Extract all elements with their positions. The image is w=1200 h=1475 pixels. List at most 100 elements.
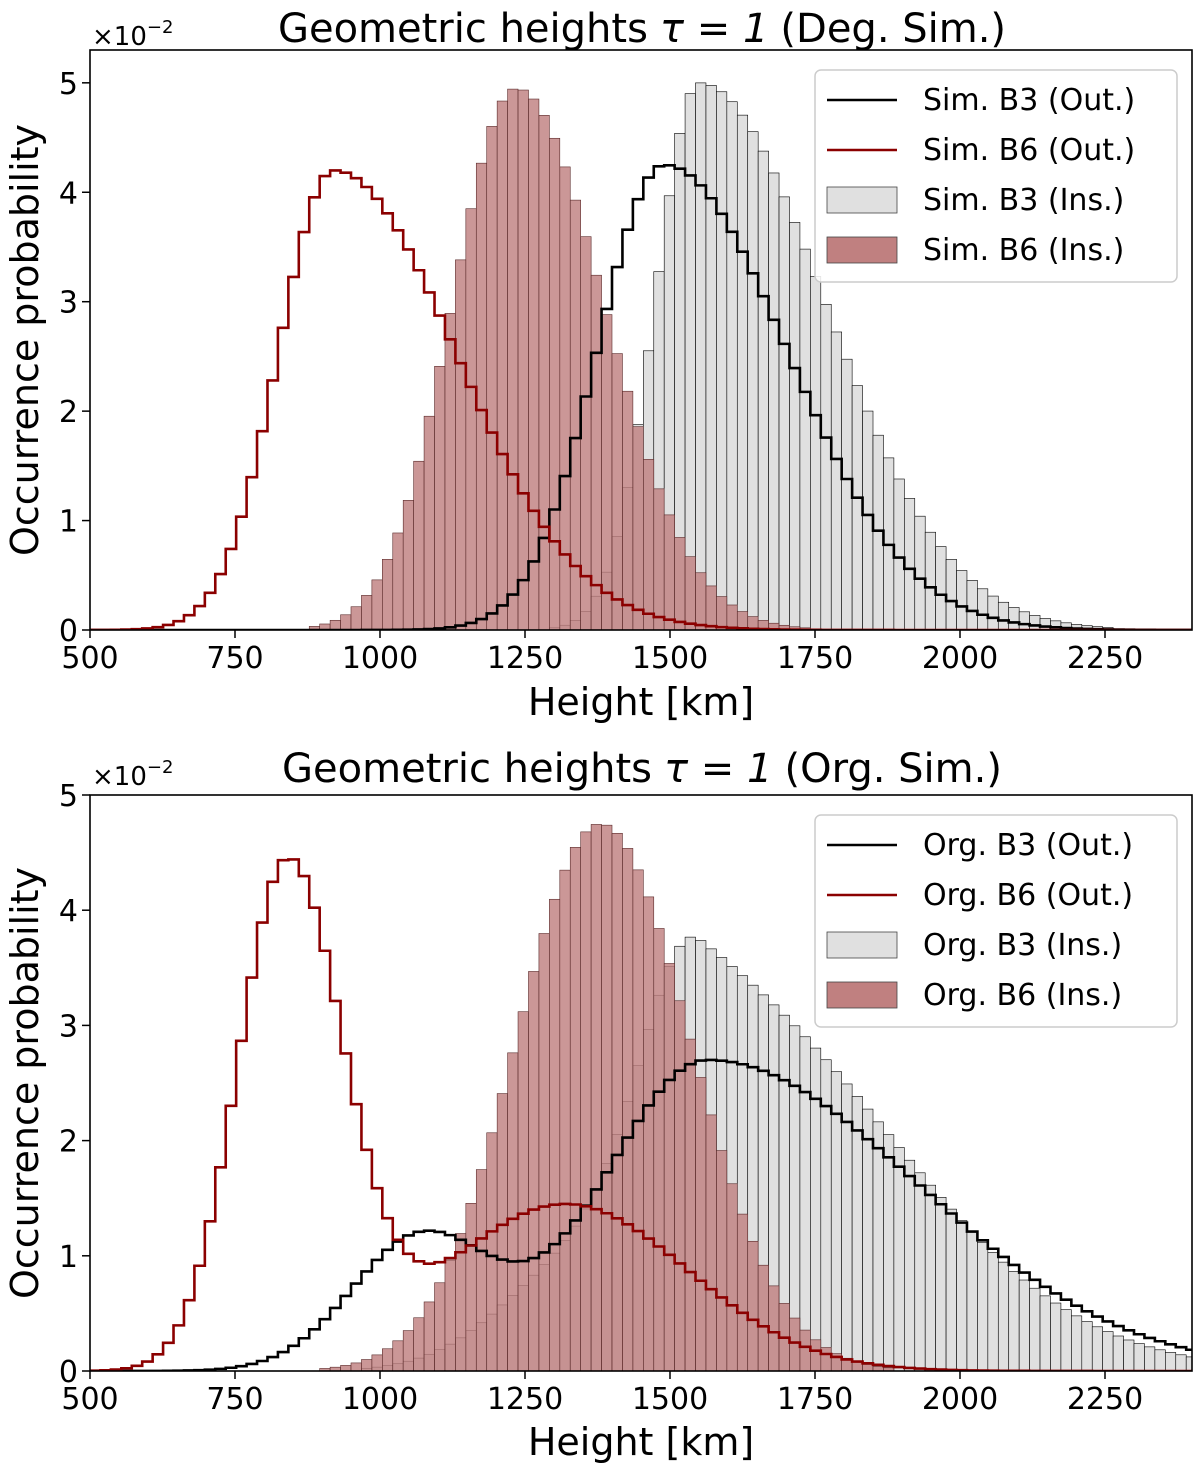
legend-box bbox=[814, 69, 1178, 283]
bar-b3-ins bbox=[1008, 607, 1020, 630]
x-tick-label: 1750 bbox=[777, 641, 853, 676]
bar-b6-ins bbox=[392, 532, 404, 630]
bar-b6-ins bbox=[663, 963, 675, 1371]
bar-b3-ins bbox=[810, 1047, 822, 1371]
bar-b3-ins bbox=[956, 570, 968, 630]
bar-b6-ins bbox=[517, 89, 529, 630]
y-tick-label: 3 bbox=[59, 286, 78, 321]
bar-b3-ins bbox=[830, 1071, 842, 1371]
x-tick-label: 1250 bbox=[487, 641, 563, 676]
scale-base: ×10 bbox=[92, 762, 147, 792]
bar-b3-ins bbox=[935, 546, 947, 630]
bar-b3-ins bbox=[883, 1134, 895, 1371]
bar-b6-ins bbox=[653, 488, 665, 630]
bar-b3-ins bbox=[945, 1208, 957, 1371]
legend: Sim. B3 (Out.) Sim. B6 (Out.) Sim. B3 (Ins… bbox=[814, 69, 1178, 283]
bar-b6-ins bbox=[569, 847, 581, 1371]
bar-b6-ins bbox=[402, 500, 414, 630]
legend-label-b3_ins: Org. B3 (Ins.) bbox=[923, 928, 1122, 963]
bar-b3-ins bbox=[924, 531, 936, 630]
bar-b6-ins bbox=[382, 1348, 394, 1371]
bar-b3-ins bbox=[851, 385, 863, 630]
legend-label-b3_out: Sim. B3 (Out.) bbox=[923, 83, 1135, 118]
x-tick-label: 2250 bbox=[1067, 641, 1143, 676]
bar-b3-ins bbox=[716, 91, 728, 630]
bar-b6-ins bbox=[789, 1317, 801, 1371]
bar-b6-ins bbox=[361, 1359, 373, 1371]
bar-b6-ins bbox=[350, 606, 362, 630]
bar-b3-ins bbox=[966, 580, 978, 630]
legend-swatch-b6_ins bbox=[826, 981, 898, 1009]
line-b3-out bbox=[90, 1058, 1192, 1371]
bar-b6-ins bbox=[747, 1240, 759, 1371]
legend-label-b6_ins: Org. B6 (Ins.) bbox=[923, 978, 1122, 1013]
bar-b6-ins bbox=[851, 1361, 863, 1371]
bar-b3-ins bbox=[1133, 1343, 1145, 1371]
bar-b3-ins bbox=[966, 1231, 978, 1371]
legend: Org. B3 (Out.) Org. B6 (Out.) Org. B3 (Ins… bbox=[814, 814, 1178, 1028]
title-prefix: Geometric heights bbox=[278, 6, 648, 52]
bar-b3-ins bbox=[945, 559, 957, 630]
bar-b3-ins bbox=[1123, 1339, 1135, 1371]
bar-b3-ins bbox=[810, 276, 822, 630]
title-suffix: (Deg. Sim.) bbox=[780, 6, 1006, 52]
bar-b6-ins bbox=[810, 1339, 822, 1371]
scale-factor: ×10−2 bbox=[92, 17, 173, 52]
axes-frame bbox=[89, 49, 1193, 631]
bar-b3-ins bbox=[1071, 1315, 1083, 1371]
y-tick-label: 2 bbox=[59, 1125, 78, 1160]
bar-b3-ins bbox=[997, 601, 1010, 630]
bar-b6-ins bbox=[361, 595, 373, 630]
bar-b6-ins bbox=[590, 824, 602, 1371]
bar-b3-ins bbox=[1091, 1326, 1103, 1371]
bar-b6-ins bbox=[580, 831, 592, 1371]
bar-b6-ins bbox=[475, 162, 488, 630]
bar-b6-ins bbox=[705, 1114, 717, 1371]
bar-b3-ins bbox=[914, 515, 926, 630]
bar-b6-ins bbox=[862, 1364, 874, 1371]
bar-b3-ins bbox=[695, 82, 707, 630]
bar-b6-ins bbox=[496, 100, 508, 630]
bar-b3-ins bbox=[1154, 1349, 1166, 1371]
bar-b6-ins bbox=[695, 572, 707, 630]
bar-b6-ins bbox=[799, 1329, 811, 1371]
x-axis-label: Height [km] bbox=[528, 680, 754, 724]
bar-b6-ins bbox=[423, 415, 435, 630]
chart-title: Geometric heights τ = 1 (Org. Sim.) bbox=[282, 746, 1002, 792]
bar-b3-ins bbox=[1018, 611, 1030, 630]
y-tick-label: 0 bbox=[59, 614, 78, 649]
bar-b6-ins bbox=[757, 1264, 769, 1371]
legend-swatch-b3_ins bbox=[826, 931, 898, 959]
bar-b3-ins bbox=[862, 410, 874, 630]
legend-label-b3_ins: Sim. B3 (Ins.) bbox=[923, 183, 1124, 218]
bar-b6-ins bbox=[382, 559, 394, 630]
bar-b6-ins bbox=[517, 1011, 529, 1371]
bar-b3-ins bbox=[851, 1096, 863, 1371]
bar-b3-ins bbox=[977, 1241, 989, 1371]
y-tick-label: 2 bbox=[59, 395, 78, 430]
bar-b3-ins bbox=[1029, 1287, 1041, 1371]
bar-b6-ins bbox=[622, 848, 634, 1371]
x-tick-label: 1250 bbox=[487, 1382, 563, 1417]
y-axis-label: Occurrence probability bbox=[3, 867, 47, 1299]
bar-b6-ins bbox=[726, 1183, 738, 1371]
bar-b6-ins bbox=[486, 1132, 498, 1371]
bar-b6-ins bbox=[726, 604, 738, 630]
bar-b6-ins bbox=[590, 274, 602, 630]
x-tick-label: 1750 bbox=[777, 1382, 853, 1417]
bar-b6-ins bbox=[528, 98, 540, 630]
x-tick-label: 1000 bbox=[342, 641, 418, 676]
bar-b3-ins bbox=[747, 131, 759, 630]
bar-b6-ins bbox=[674, 1000, 686, 1371]
bar-b3-ins bbox=[893, 1147, 905, 1371]
bar-b6-ins bbox=[455, 1233, 467, 1371]
bar-b3-ins bbox=[757, 150, 769, 630]
chart-panel-1: 500 750 1000 1250 1500 1750 2000 2250 0 1 2 3 4 5 ×10−… bbox=[3, 6, 1193, 724]
bar-b6-ins bbox=[611, 832, 623, 1371]
title-suffix: (Org. Sim.) bbox=[784, 746, 1001, 792]
x-tick-label: 1500 bbox=[632, 1382, 708, 1417]
x-tick-label: 750 bbox=[206, 1382, 263, 1417]
bar-b3-ins bbox=[1018, 1279, 1030, 1371]
bar-b6-ins bbox=[559, 869, 571, 1371]
